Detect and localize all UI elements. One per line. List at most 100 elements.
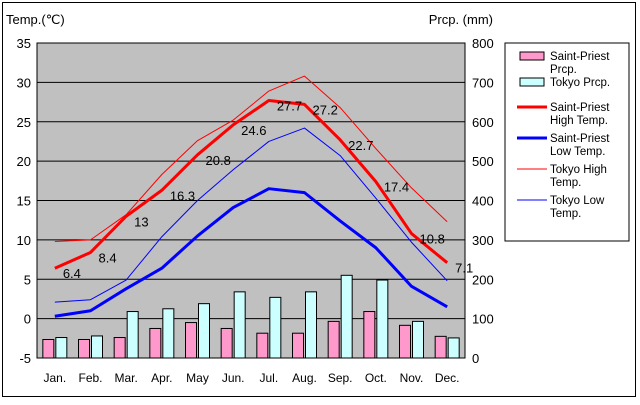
bar-saint-priest-prcp- — [363, 311, 376, 359]
data-label: 6.4 — [63, 266, 81, 281]
left-tick-label: 0 — [24, 312, 31, 327]
right-tick-label: 700 — [472, 75, 494, 90]
x-tick-label: Apr. — [151, 371, 172, 385]
bar-saint-priest-prcp- — [113, 337, 126, 359]
x-tick-label: Mar. — [114, 371, 137, 385]
right-tick-label: 600 — [472, 115, 494, 130]
x-tick-label: Jul. — [259, 371, 278, 385]
x-tick-label: Jun. — [222, 371, 245, 385]
temperature-lines — [54, 75, 449, 318]
left-tick-label: 20 — [17, 154, 31, 169]
bar-tokyo-prcp- — [162, 308, 175, 359]
bar-tokyo-prcp- — [340, 274, 353, 359]
data-label: 22.7 — [348, 138, 373, 153]
legend-label: Prcp. — [550, 64, 577, 76]
bar-tokyo-prcp- — [376, 279, 389, 359]
line-saint-priest-high-temp- — [54, 98, 449, 270]
right-tick-label: 0 — [472, 351, 479, 366]
right-tick-label: 300 — [472, 233, 494, 248]
left-tick-label: 30 — [17, 75, 31, 90]
x-tick-label: Oct. — [365, 371, 387, 385]
data-label: 27.2 — [313, 102, 338, 117]
bar-saint-priest-prcp- — [434, 335, 447, 359]
legend-box — [504, 42, 630, 242]
legend-label: High Temp. — [550, 115, 608, 127]
line-tokyo-low-temp- — [54, 127, 448, 303]
right-tick-label: 200 — [472, 272, 494, 287]
legend-label: Tokyo Low — [550, 195, 605, 207]
x-tick-label: Sep. — [328, 371, 353, 385]
precipitation-bars — [42, 274, 460, 359]
bar-saint-priest-prcp- — [149, 327, 162, 359]
legend-label: Temp. — [550, 177, 581, 189]
data-label: 7.1 — [455, 261, 473, 276]
data-label: 10.8 — [420, 232, 445, 247]
x-tick-label: Aug. — [292, 371, 317, 385]
left-tick-label: 25 — [17, 115, 31, 130]
data-labels: 6.4 8.4 13 16.3 20.8 24.6 27.7 27.2 22.7 17.4 10.8… — [63, 98, 473, 281]
bar-tokyo-prcp- — [233, 291, 246, 359]
line-tokyo-high-temp- — [54, 75, 448, 242]
bar-tokyo-prcp- — [55, 337, 68, 359]
left-tick-label: 15 — [17, 194, 31, 209]
legend-label: Low Temp. — [550, 146, 605, 158]
right-tick-label: 500 — [472, 154, 494, 169]
bar-saint-priest-prcp- — [399, 324, 411, 359]
legend-swatch — [519, 51, 545, 61]
bar-saint-priest-prcp- — [78, 338, 90, 359]
left-tick-label: 5 — [24, 272, 31, 287]
bar-saint-priest-prcp- — [220, 327, 233, 359]
left-tick-label: 35 — [17, 36, 31, 51]
x-tick-label: May — [186, 371, 209, 385]
bar-tokyo-prcp- — [198, 303, 210, 359]
legend-label: Saint-Priest — [550, 102, 610, 114]
bar-saint-priest-prcp- — [185, 322, 197, 359]
data-label: 17.4 — [384, 180, 409, 195]
x-tick-label: Feb. — [78, 371, 102, 385]
bar-tokyo-prcp- — [412, 320, 424, 359]
bar-tokyo-prcp- — [91, 335, 103, 359]
gridlines — [37, 81, 465, 320]
data-label: 8.4 — [99, 250, 117, 265]
line-saint-priest-low-temp- — [54, 187, 448, 318]
bar-tokyo-prcp- — [447, 337, 460, 359]
bar-tokyo-prcp- — [269, 296, 282, 359]
legend-label: Saint-Priest — [550, 51, 610, 63]
right-axis-title: Prcp. (mm) — [429, 12, 493, 27]
data-label: 16.3 — [170, 188, 195, 203]
x-tick-label: Jan. — [43, 371, 66, 385]
legend-item: Tokyo Prcp. — [519, 77, 610, 89]
legend-label: Saint-Priest — [550, 133, 610, 145]
legend-label: Temp. — [550, 208, 581, 220]
bar-tokyo-prcp- — [126, 311, 139, 359]
left-tick-label: 10 — [17, 233, 31, 248]
x-tick-label: Nov. — [400, 371, 424, 385]
x-tick-label: Dec. — [435, 371, 460, 385]
left-axis-title: Temp.(℃) — [6, 12, 65, 27]
left-tick-label: -5 — [19, 351, 31, 366]
bar-saint-priest-prcp- — [256, 332, 269, 359]
data-label: 20.8 — [206, 153, 231, 168]
bar-saint-priest-prcp- — [327, 320, 340, 359]
legend-swatch — [519, 77, 545, 87]
right-tick-label: 100 — [472, 312, 494, 327]
legend-label: Tokyo Prcp. — [550, 77, 610, 89]
data-label: 13 — [134, 214, 148, 229]
data-label: 27.7 — [277, 98, 302, 113]
axes: 35 30 25 20 15 10 5 0 -5 800 700 600 500 400 300 200 100… — [17, 36, 494, 385]
bar-saint-priest-prcp- — [292, 332, 304, 359]
legend-label: Tokyo High — [550, 164, 607, 176]
bar-tokyo-prcp- — [305, 291, 317, 359]
bar-saint-priest-prcp- — [42, 338, 55, 359]
data-label: 24.6 — [241, 123, 266, 138]
right-tick-label: 400 — [472, 194, 494, 209]
right-tick-label: 800 — [472, 36, 494, 51]
